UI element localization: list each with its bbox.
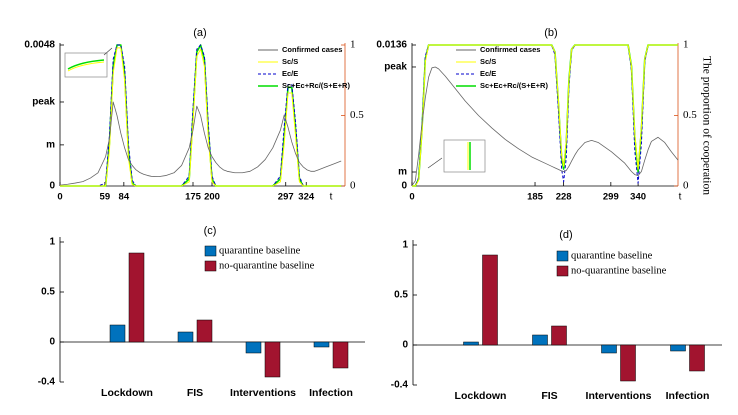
x-tick-label: 340 [630,192,646,203]
x-tick-label: 0 [57,192,62,203]
x-tick-label: FIS [541,390,557,402]
legend-label: Confirmed cases [282,45,342,54]
bar [196,319,213,343]
y2-tick-label: 0.5 [683,109,697,121]
x-tick-label: 0 [409,192,414,203]
series-line [412,44,678,187]
legend-label: no-quarantine baseline [219,260,315,271]
x-tick-label: Interventions [230,387,296,399]
y-tick-label: 0 [401,181,407,192]
legend-swatch [204,245,217,257]
bar [109,324,126,343]
x-tick-label: 297 [278,192,294,203]
y-tick-label: peak [32,97,55,108]
x-tick-label: Interventions [586,390,652,402]
legend-swatch [556,265,569,277]
legend-label: Sc+Ec+Rc/(S+E+R) [282,81,350,90]
bar [620,344,636,382]
legend-label: Sc/S [282,57,298,66]
x-tick-label: 59 [100,192,111,203]
bar [264,341,281,378]
y-tick-label: 1 [49,237,55,248]
y2-tick-label: 1 [683,39,689,51]
legend-label: Ec/E [282,69,298,78]
chart-title: (d) [559,229,572,241]
bar [313,341,330,348]
y-tick-label: m [398,167,407,178]
inset-a [64,47,113,78]
bar [177,331,194,343]
y-tick-label: 1 [402,240,408,251]
legend-label: quarantine baseline [571,250,653,261]
legend-label: Confirmed cases [480,45,540,54]
series-line [412,44,678,187]
x-tick-label: 228 [556,192,572,203]
series-line [411,66,679,186]
y-tick-label: -0.4 [38,377,56,388]
y2-tick-label: 0 [683,180,689,192]
y-tick-label: 0.0048 [24,40,55,51]
bar [128,252,145,343]
x-tick-label: Lockdown [455,390,507,402]
y2-tick-label: 0 [350,180,356,192]
bar [532,334,548,346]
legend-label: Sc/S [480,57,496,66]
chart-title: (a) [193,27,206,39]
bar [482,254,498,346]
x-tick-label: FIS [187,387,203,399]
bar [601,344,617,354]
x-tick-label: Infection [666,390,710,402]
legend-swatch [556,250,569,262]
x-axis-label: t [330,192,333,203]
y-tick-label: 0 [402,340,408,351]
inset-b [427,139,486,173]
chart-title: (b) [544,27,557,39]
bar [332,341,349,369]
y-tick-label: -0.4 [391,380,409,391]
x-tick-label: 84 [119,192,130,203]
x-tick-label: 175 [185,192,202,203]
x-tick-label: Infection [309,387,353,399]
bar [670,344,686,352]
y-tick-label: 0 [49,181,55,192]
y2-tick-label: 0.5 [350,109,364,121]
series-line [60,47,342,187]
x-tick-label: 299 [603,192,619,203]
y-tick-label: 0.0136 [376,40,407,51]
bar [689,344,705,372]
series-line [60,44,342,187]
legend-label: quarantine baseline [219,245,301,256]
legend-label: no-quarantine baseline [571,265,667,276]
chart-title: (c) [204,225,217,237]
y2-axis-label: The proportion of cooperation [700,56,712,195]
y-tick-label: 0.5 [394,290,408,301]
x-axis-label: t [679,192,682,203]
series-line [59,101,342,186]
y-tick-label: 0 [49,337,55,348]
x-tick-label: 185 [527,192,544,203]
y-tick-label: peak [384,62,407,73]
legend-label: Ec/E [480,69,496,78]
bar [245,341,262,354]
bar [463,341,479,346]
x-tick-label: 200 [204,192,220,203]
x-tick-label: Lockdown [101,387,153,399]
bar [551,325,567,346]
legend-swatch [204,260,217,272]
y-tick-label: 0.5 [41,287,55,298]
x-tick-label: 324 [298,192,315,203]
legend-label: Sc+Ec+Rc/(S+E+R) [480,81,548,90]
y-tick-label: m [46,140,55,151]
y2-tick-label: 1 [350,39,356,51]
